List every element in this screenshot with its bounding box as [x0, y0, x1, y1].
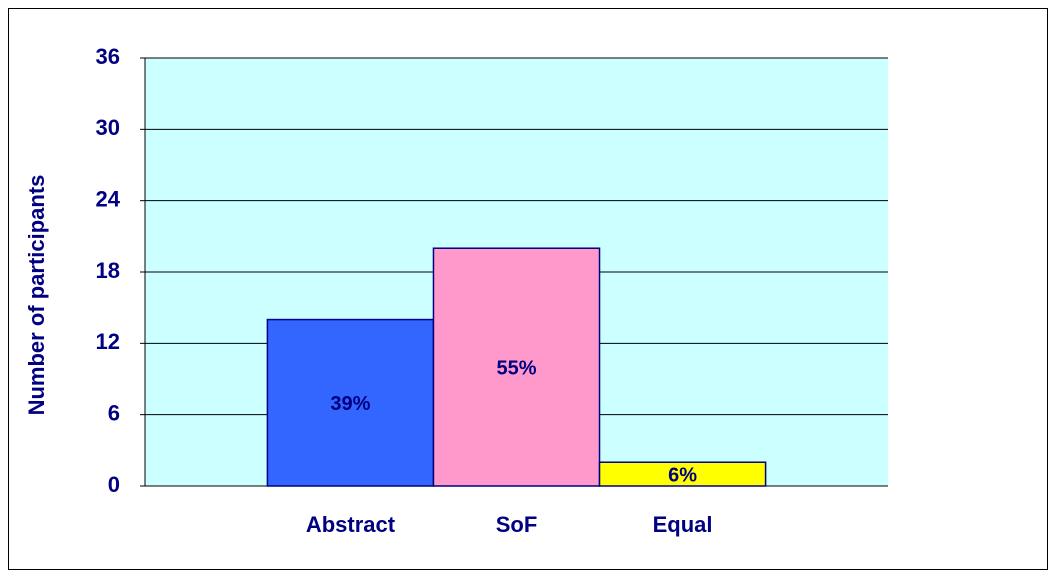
x-tick-label: Equal	[653, 512, 713, 537]
x-tick-label: SoF	[496, 512, 538, 537]
y-tick-label: 6	[108, 400, 120, 425]
y-tick-label: 24	[96, 186, 121, 211]
y-tick-label: 12	[96, 329, 120, 354]
y-tick-label: 0	[108, 472, 120, 497]
y-tick-label: 30	[96, 115, 120, 140]
bar	[598, 461, 767, 487]
data-label: 39%	[330, 393, 370, 415]
y-tick-label: 18	[96, 258, 120, 283]
data-label: 6%	[668, 464, 697, 486]
y-tick-label: 36	[96, 44, 120, 69]
bar	[432, 247, 601, 487]
x-tick-label: Abstract	[306, 512, 396, 537]
bar	[266, 318, 435, 487]
y-axis-label: Number of participants	[24, 175, 49, 416]
data-label: 55%	[496, 357, 536, 379]
